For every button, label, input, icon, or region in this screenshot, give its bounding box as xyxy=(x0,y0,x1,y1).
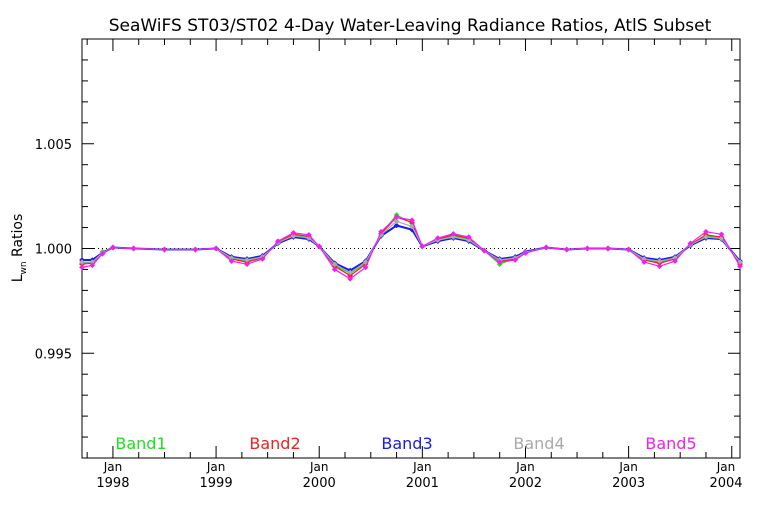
legend-entry: Band4 xyxy=(513,434,564,453)
data-point xyxy=(393,218,400,225)
data-point xyxy=(244,261,250,268)
x-tick-label-year: 1999 xyxy=(200,476,233,491)
y-axis-label: Lwn Ratios xyxy=(10,214,29,283)
x-tick-label-year: 2002 xyxy=(509,476,542,491)
data-point xyxy=(512,257,518,263)
x-tick-label-year: 1998 xyxy=(96,476,129,491)
series-band3 xyxy=(79,222,743,274)
data-point xyxy=(409,217,415,224)
x-tick-label-month: Jan xyxy=(103,460,123,474)
data-point xyxy=(79,259,85,265)
x-tick-label-month: Jan xyxy=(412,460,432,474)
data-point xyxy=(130,245,137,252)
data-point xyxy=(347,276,354,282)
x-tick-label-month: Jan xyxy=(206,460,226,474)
data-point xyxy=(563,246,570,253)
data-point xyxy=(331,266,338,273)
x-tick-labels: Jan 1998 Jan 1999 Jan 2000 Jan 2001 Jan 2002 Jan 20… xyxy=(96,460,742,491)
data-point xyxy=(656,258,663,264)
data-point xyxy=(703,228,709,235)
series-band2 xyxy=(79,214,743,279)
data-point xyxy=(450,230,457,237)
y-axis-label-main: L xyxy=(10,274,26,282)
series-group xyxy=(79,212,743,282)
data-point xyxy=(419,243,426,250)
chart-title: SeaWiFS ST03/ST02 4-Day Water-Leaving Ra… xyxy=(109,16,712,36)
data-point xyxy=(347,272,353,279)
y-tick-label: 0.995 xyxy=(35,347,72,362)
legend-entry: Band3 xyxy=(381,434,432,453)
x-tick-label-year: 2000 xyxy=(303,476,336,491)
legend-entry: Band2 xyxy=(249,434,300,453)
x-tick-label-month: Jan xyxy=(716,460,736,474)
x-tick-label-month: Jan xyxy=(618,460,638,474)
legend: Band1 Band2 Band3 Band4 Band5 xyxy=(115,434,696,453)
data-point xyxy=(244,257,250,263)
x-tick-label-month: Jan xyxy=(309,460,329,474)
data-point xyxy=(625,246,632,253)
data-point xyxy=(192,246,199,253)
data-point xyxy=(378,228,384,235)
series-band4 xyxy=(79,218,743,276)
y-tick-labels: 0.995 1.000 1.005 xyxy=(35,138,72,363)
data-point xyxy=(496,259,503,265)
series-band5 xyxy=(79,214,743,282)
data-point xyxy=(362,264,369,271)
x-tick-label-year: 2001 xyxy=(406,476,439,491)
data-point xyxy=(656,263,663,270)
data-point xyxy=(584,245,591,252)
data-point xyxy=(331,261,338,268)
legend-entry: Band5 xyxy=(645,434,696,453)
legend-entry: Band1 xyxy=(115,434,166,453)
x-tick-label-month: Jan xyxy=(515,460,535,474)
data-point xyxy=(161,246,168,253)
data-point xyxy=(434,235,441,241)
y-tick-label: 1.005 xyxy=(35,138,72,153)
data-point xyxy=(99,250,106,257)
data-point xyxy=(605,245,611,252)
data-point xyxy=(275,238,281,244)
data-point xyxy=(228,258,235,264)
data-point xyxy=(543,244,549,251)
y-axis-label-sub: wn xyxy=(19,261,29,274)
y-axis-label-rest: Ratios xyxy=(10,214,26,262)
x-tick-label-year: 2004 xyxy=(709,476,742,491)
data-point xyxy=(465,234,472,240)
data-point xyxy=(316,243,323,250)
data-point xyxy=(393,222,400,229)
y-tick-label: 1.000 xyxy=(35,243,72,258)
x-tick-label-year: 2003 xyxy=(612,476,645,491)
